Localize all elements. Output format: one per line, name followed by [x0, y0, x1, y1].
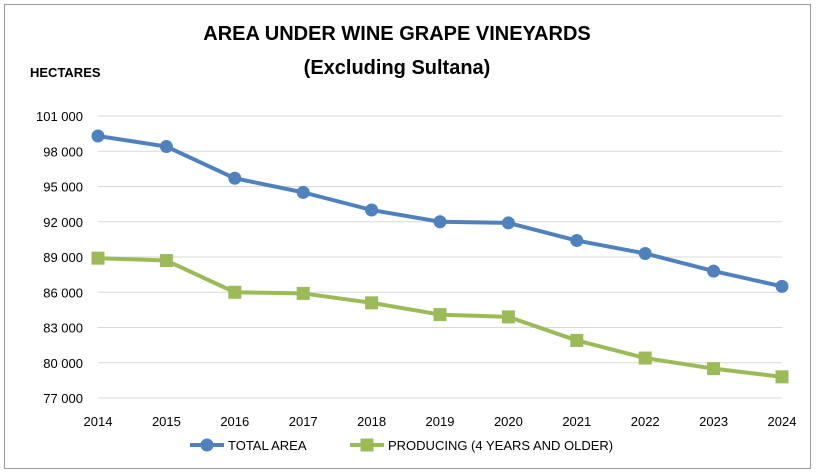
legend-item-1: TOTAL AREA — [190, 438, 307, 453]
data-point — [296, 286, 310, 300]
data-point — [570, 333, 584, 347]
x-tick-label: 2023 — [699, 414, 728, 429]
data-point — [638, 351, 652, 365]
legend-item-2: PRODUCING (4 YEARS AND OLDER) — [350, 438, 613, 453]
x-tick-label: 2015 — [152, 414, 181, 429]
x-tick-label: 2014 — [84, 414, 113, 429]
legend-label: TOTAL AREA — [228, 438, 307, 453]
legend: TOTAL AREA PRODUCING (4 YEARS AND OLDER) — [190, 438, 613, 453]
x-tick-label: 2016 — [220, 414, 249, 429]
series-2 — [91, 251, 789, 384]
x-tick-label: 2021 — [562, 414, 591, 429]
data-point — [707, 362, 721, 376]
series-1 — [91, 129, 789, 293]
x-tick-label: 2018 — [357, 414, 386, 429]
legend-marker — [360, 438, 374, 452]
y-tick-label: 86 000 — [43, 285, 83, 300]
y-axis-label: HECTARES — [30, 65, 101, 80]
data-point — [91, 129, 105, 143]
series-line — [97, 133, 783, 289]
x-axis-ticks: 2014 2015 2016 2017 2018 2019 2020 2021 2022 2023… — [84, 414, 797, 429]
x-tick-label: 2024 — [768, 414, 797, 429]
data-point — [91, 251, 105, 265]
x-tick-label: 2017 — [289, 414, 318, 429]
y-tick-label: 83 000 — [43, 321, 83, 336]
data-point — [433, 308, 447, 322]
y-axis-ticks: 77 000 80 000 83 000 86 000 89 000 92 000 95 0… — [36, 109, 83, 406]
y-tick-label: 92 000 — [43, 215, 83, 230]
data-point — [228, 285, 242, 299]
y-tick-label: 95 000 — [43, 180, 83, 195]
y-tick-label: 101 000 — [36, 109, 83, 124]
data-point — [501, 216, 515, 230]
data-point — [365, 203, 379, 217]
y-tick-label: 80 000 — [43, 356, 83, 371]
x-tick-label: 2019 — [426, 414, 455, 429]
data-point — [570, 234, 584, 248]
x-tick-label: 2020 — [494, 414, 523, 429]
data-point — [159, 140, 173, 154]
data-point — [501, 310, 515, 324]
data-point — [775, 279, 789, 293]
y-tick-label: 89 000 — [43, 250, 83, 265]
legend-label: PRODUCING (4 YEARS AND OLDER) — [388, 438, 613, 453]
data-point — [159, 254, 173, 268]
data-point — [707, 264, 721, 278]
chart-frame — [4, 4, 811, 469]
data-point — [365, 296, 379, 310]
gridlines — [98, 115, 782, 399]
legend-marker — [200, 438, 214, 452]
data-point — [228, 171, 242, 185]
data-point — [296, 185, 310, 199]
data-point — [433, 215, 447, 229]
chart-title: AREA UNDER WINE GRAPE VINEYARDS — [203, 23, 590, 45]
chart-subtitle: (Excluding Sultana) — [304, 57, 491, 79]
data-point — [775, 370, 789, 384]
y-tick-label: 98 000 — [43, 144, 83, 159]
data-point — [638, 246, 652, 260]
y-tick-label: 77 000 — [43, 391, 83, 406]
x-tick-label: 2022 — [631, 414, 660, 429]
series-lines — [91, 129, 789, 384]
